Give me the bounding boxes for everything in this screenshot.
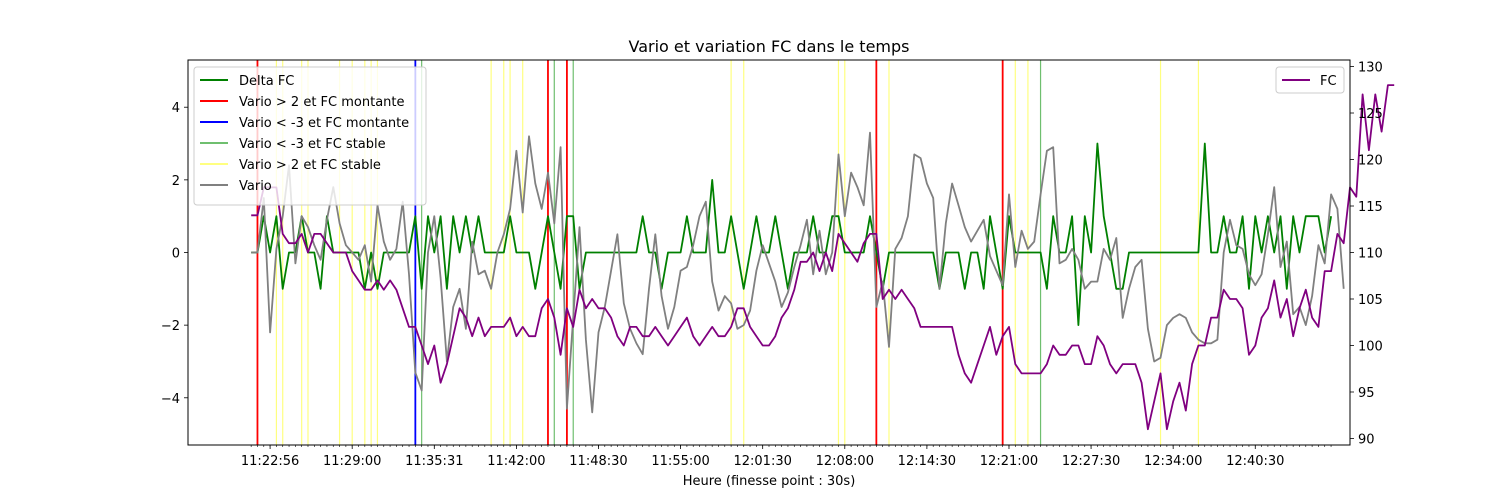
y-right-tick-label: 110 xyxy=(1358,247,1383,262)
y-left-tick-label: 2 xyxy=(172,174,180,189)
x-tick-label: 11:35:31 xyxy=(405,454,463,469)
x-tick-label: 12:40:30 xyxy=(1226,454,1284,469)
x-tick-label: 11:42:00 xyxy=(487,454,545,469)
legend-left: Delta FC Vario > 2 et FC montante Vario < … xyxy=(194,67,426,205)
x-tick-label: 12:27:30 xyxy=(1062,454,1120,469)
legend-label: Vario > 2 et FC montante xyxy=(239,95,405,110)
y-right-tick-label: 90 xyxy=(1358,432,1375,447)
legend-label: Vario > 2 et FC stable xyxy=(239,158,381,173)
legend-label: Vario xyxy=(239,179,272,194)
y-left-tick-label: −2 xyxy=(161,319,180,334)
y-right-tick-label: 125 xyxy=(1358,107,1383,122)
legend-label: Vario < -3 et FC montante xyxy=(239,116,409,131)
y-axis-right: 90 95 100 105 110 115 120 125 130 xyxy=(1350,61,1383,448)
x-tick-label: 12:08:00 xyxy=(816,454,874,469)
legend-label: Vario < -3 et FC stable xyxy=(239,137,386,152)
y-right-tick-label: 105 xyxy=(1358,293,1383,308)
y-left-tick-label: 4 xyxy=(172,101,180,116)
x-axis: 11:22:56 11:29:00 11:35:31 11:42:00 11:48:30… xyxy=(241,445,1331,469)
y-left-tick-label: −4 xyxy=(161,392,180,407)
chart-title: Vario et variation FC dans le temps xyxy=(629,37,910,56)
x-tick-label: 11:22:56 xyxy=(241,454,299,469)
y-right-tick-label: 120 xyxy=(1358,154,1383,169)
y-right-tick-label: 130 xyxy=(1358,61,1383,76)
legend-label: FC xyxy=(1320,74,1337,89)
x-tick-label: 12:21:00 xyxy=(980,454,1038,469)
x-tick-label: 12:34:00 xyxy=(1144,454,1202,469)
y-right-tick-label: 100 xyxy=(1358,339,1383,354)
legend-right: FC xyxy=(1276,67,1344,93)
legend-label: Delta FC xyxy=(239,74,294,89)
y-left-tick-label: 0 xyxy=(172,247,180,262)
y-right-tick-label: 115 xyxy=(1358,200,1383,215)
x-tick-label: 12:01:30 xyxy=(733,454,791,469)
x-axis-label: Heure (finesse point : 30s) xyxy=(683,474,856,489)
x-tick-label: 11:55:00 xyxy=(651,454,709,469)
y-right-tick-label: 95 xyxy=(1358,386,1375,401)
x-tick-label: 11:29:00 xyxy=(323,454,381,469)
x-tick-label: 11:48:30 xyxy=(569,454,627,469)
y-axis-left: −4 −2 0 2 4 xyxy=(161,101,188,407)
legend-box xyxy=(194,67,426,205)
x-tick-label: 12:14:30 xyxy=(898,454,956,469)
